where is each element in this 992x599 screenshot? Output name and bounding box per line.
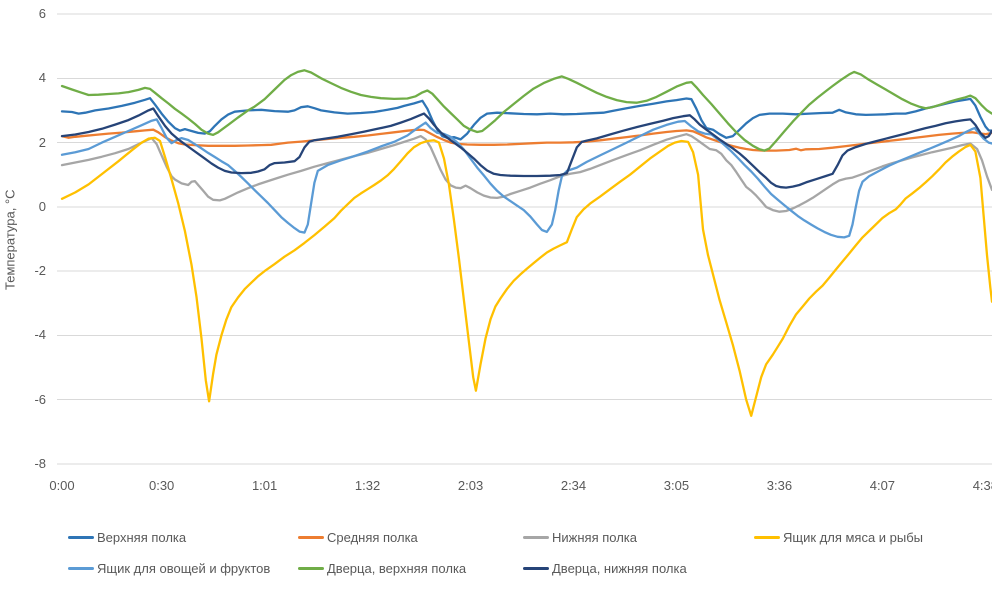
y-tick-label: 0: [38, 198, 46, 214]
y-tick-label: 2: [38, 134, 46, 150]
legend-label: Дверца, верхняя полка: [327, 560, 467, 576]
legend-item-lower-shelf: Нижняя полка: [523, 529, 637, 545]
legend-line-icon: [754, 535, 780, 539]
y-tick-label: -6: [34, 391, 46, 407]
x-tick-label: 4:38: [972, 478, 992, 493]
legend-item-door-upper-shelf: Дверца, верхняя полка: [298, 560, 466, 576]
x-tick-label: 1:01: [251, 478, 278, 493]
series-line-4: [60, 118, 992, 239]
y-tick-label: 6: [38, 6, 46, 21]
x-tick-label: 4:07: [869, 478, 896, 493]
x-tick-label: 3:36: [766, 478, 793, 493]
legend-label: Средняя полка: [327, 529, 418, 545]
legend-line-icon: [523, 566, 549, 570]
legend-label: Ящик для овощей и фруктов: [97, 560, 271, 576]
series-line-5: [60, 69, 992, 152]
x-tick-label: 0:00: [49, 478, 75, 493]
x-tick-label: 2:34: [560, 478, 587, 493]
legend-item-middle-shelf: Средняя полка: [298, 529, 418, 545]
legend-item-meat-fish-drawer: Ящик для мяса и рыбы: [754, 529, 923, 545]
legend-line-icon: [298, 566, 324, 570]
y-tick-label: 4: [38, 70, 46, 86]
legend-line-icon: [68, 535, 94, 539]
legend-item-upper-shelf: Верхняя полка: [68, 529, 186, 545]
series-line-2: [60, 133, 992, 213]
series-line-0: [60, 97, 992, 141]
legend-line-icon: [523, 535, 549, 539]
y-tick-label: -4: [34, 327, 46, 343]
legend-label: Нижняя полка: [552, 529, 637, 545]
y-tick-label: -2: [34, 263, 46, 279]
series-line-6: [60, 107, 992, 189]
legend-label: Дверца, нижняя полка: [552, 560, 687, 576]
x-tick-label: 1:32: [354, 478, 381, 493]
legend-label: Ящик для мяса и рыбы: [783, 529, 924, 545]
x-tick-label: 3:05: [663, 478, 690, 493]
x-tick-label: 0:30: [148, 478, 175, 493]
legend-item-door-lower-shelf: Дверца, нижняя полка: [523, 560, 687, 576]
legend-line-icon: [298, 535, 324, 539]
y-tick-label: -8: [34, 456, 46, 471]
legend-label: Верхняя полка: [97, 529, 187, 545]
legend-line-icon: [68, 566, 94, 570]
series-line-1: [60, 128, 992, 152]
legend-item-vegetable-fruit-drawer: Ящик для овощей и фруктов: [68, 560, 270, 576]
series-line-3: [60, 136, 992, 417]
x-tick-label: 2:03: [457, 478, 484, 493]
